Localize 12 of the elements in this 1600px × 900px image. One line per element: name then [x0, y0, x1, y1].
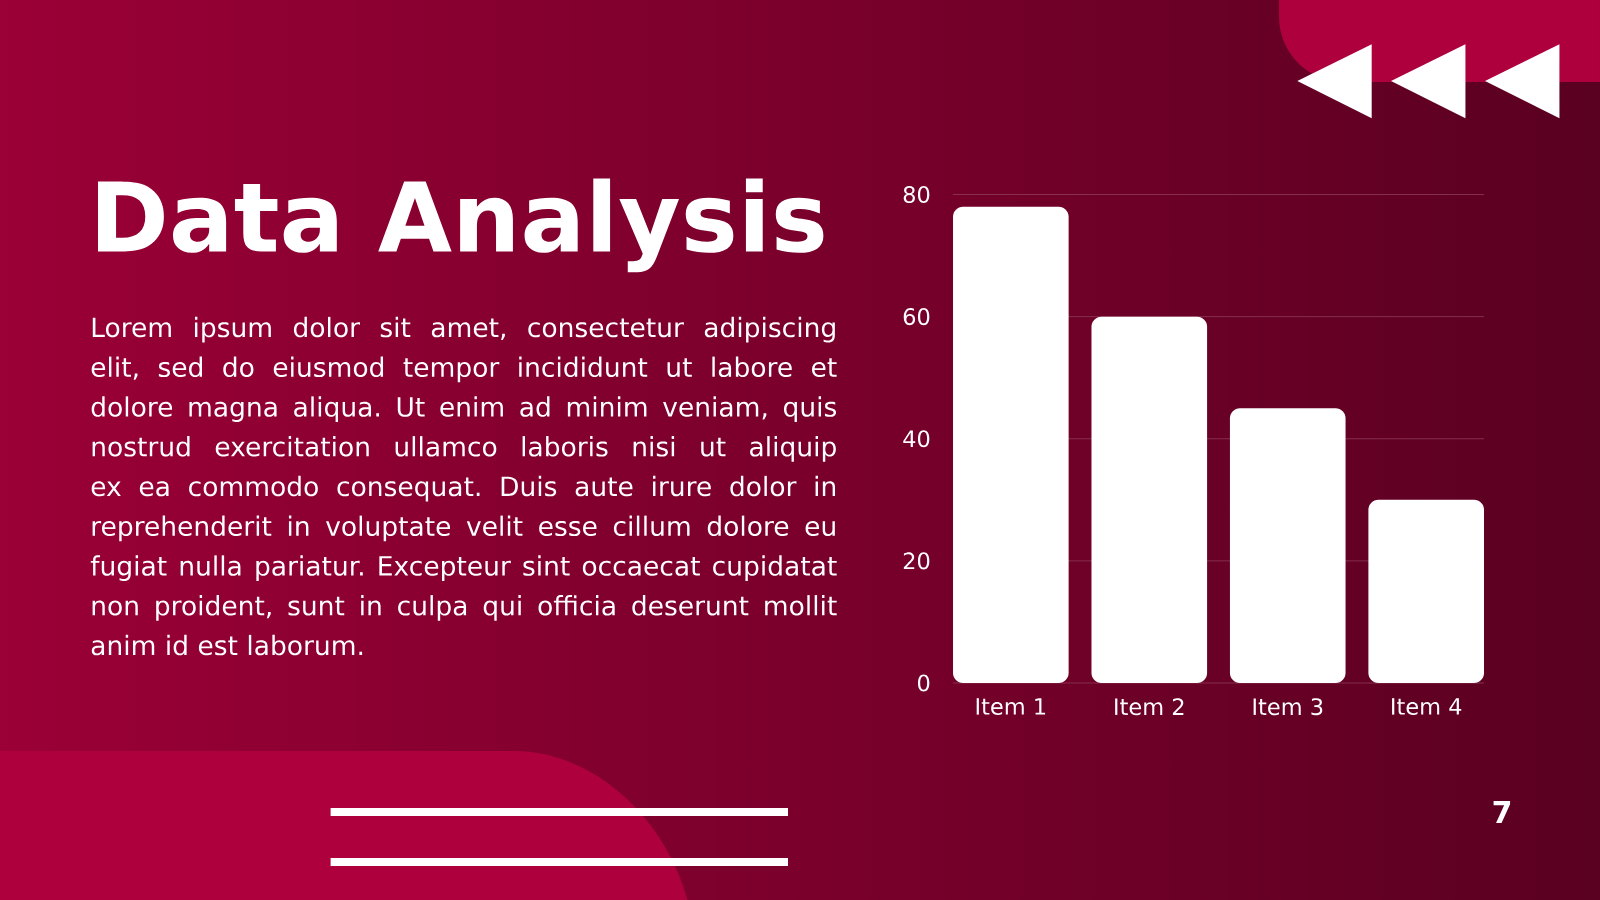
chart-title: Data Analysis — [98, 178, 824, 273]
text: 7 — [1493, 801, 1511, 823]
y-tick-label: 60 — [903, 308, 930, 326]
x-tick-label: Item 2 — [1115, 698, 1184, 716]
x-tick-label: Item 3 — [1253, 698, 1323, 716]
y-tick-label: 0 — [917, 674, 930, 692]
y-tick-label: 40 — [903, 430, 930, 448]
y-tick-label: 80 — [903, 185, 930, 204]
text: Lorem ipsum dolor sit amet, consectetur adipiscing elit, sed do eiusmod tempor incididunt ut labore et dolore magna aliqua. Ut enim ad minim veniam, quis nostrud exercitation ullamco laboris nisi ut aliquip ex ea commodo consequat. Duis aute irure dolor in reprehenderit in voluptate velit esse cillum dolore eu fugiat nulla pariatur. Excepteur sint occaecat cupidatat non proident, sunt in culpa qui officia deserunt mollit anim id est laborum. — [90, 316, 837, 656]
y-tick-label: 20 — [903, 552, 930, 570]
x-tick-label: Item 1 — [976, 698, 1046, 715]
x-tick-label: Item 4 — [1392, 698, 1462, 715]
